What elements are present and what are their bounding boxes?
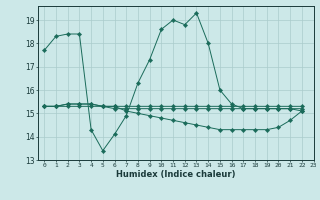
X-axis label: Humidex (Indice chaleur): Humidex (Indice chaleur) (116, 170, 236, 179)
